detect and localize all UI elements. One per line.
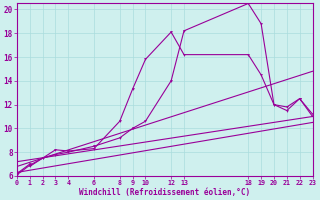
X-axis label: Windchill (Refroidissement éolien,°C): Windchill (Refroidissement éolien,°C) [79, 188, 250, 197]
